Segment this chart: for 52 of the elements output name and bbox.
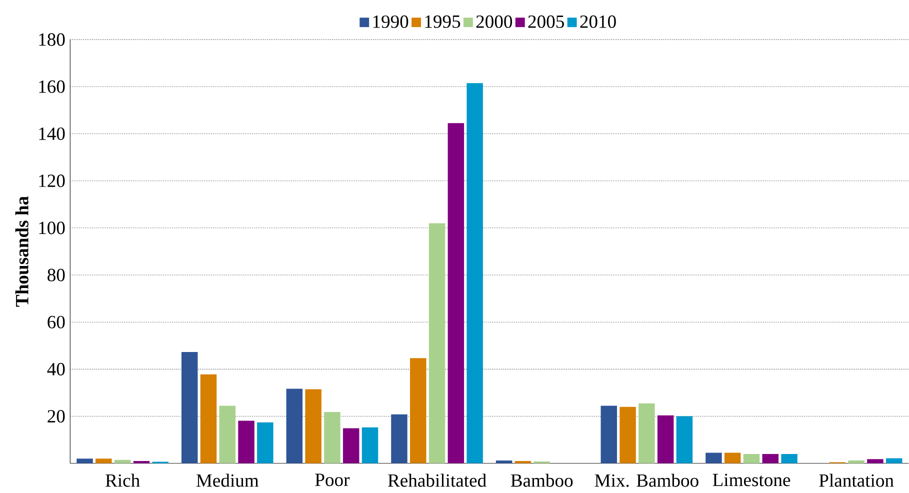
bar — [76, 458, 93, 464]
bar — [324, 412, 340, 464]
bar — [181, 352, 198, 464]
bar — [257, 422, 274, 464]
bar — [867, 459, 884, 464]
y-tick-label: 120 — [39, 174, 65, 188]
x-tick-label: Mix. Bamboo — [594, 474, 698, 487]
bar — [781, 454, 798, 464]
y-tick-label: 60 — [48, 316, 65, 328]
bar — [600, 406, 617, 464]
bar — [886, 458, 902, 464]
x-tick-label: Rich — [106, 474, 140, 487]
bar — [706, 452, 722, 464]
y-tick-label: 80 — [48, 268, 65, 282]
y-tick-label: 180 — [39, 33, 65, 46]
y-axis-title: Thousands ha — [15, 196, 28, 307]
x-tick-label: Rehabilitated — [388, 474, 486, 487]
x-tick-label: Limestone — [712, 474, 790, 486]
bar — [96, 458, 112, 464]
legend-label: 2000 — [476, 15, 512, 28]
bar — [466, 83, 483, 464]
bar — [657, 415, 674, 464]
x-tick-label: Poor — [315, 474, 350, 486]
bar — [428, 223, 446, 464]
bar — [305, 389, 322, 464]
bar — [286, 388, 303, 464]
bar — [620, 406, 636, 464]
bar — [676, 416, 693, 464]
y-tick-label: 40 — [47, 362, 65, 376]
y-tick-label: 100 — [39, 222, 65, 234]
bar — [762, 454, 779, 464]
bar — [638, 403, 655, 464]
x-tick-label: Medium — [196, 474, 259, 487]
bar — [743, 454, 760, 464]
y-tick-label: 20 — [48, 410, 65, 423]
x-tick-label: Bamboo — [510, 474, 573, 487]
bar — [362, 427, 378, 464]
bar — [342, 428, 360, 464]
bar — [238, 420, 254, 464]
bar — [410, 358, 426, 464]
bar — [448, 123, 464, 464]
legend-label: 2010 — [580, 15, 616, 28]
legend-label: 1990 — [373, 15, 408, 28]
bar — [391, 414, 408, 464]
bar — [724, 452, 741, 464]
bar — [200, 374, 217, 464]
y-tick-label: 160 — [39, 80, 65, 93]
y-tick-label: 140 — [39, 127, 65, 140]
legend-label: 1995 — [425, 15, 460, 28]
x-tick-label: Plantation — [819, 474, 894, 487]
legend-label: 2005 — [528, 15, 564, 28]
bar — [219, 406, 236, 464]
